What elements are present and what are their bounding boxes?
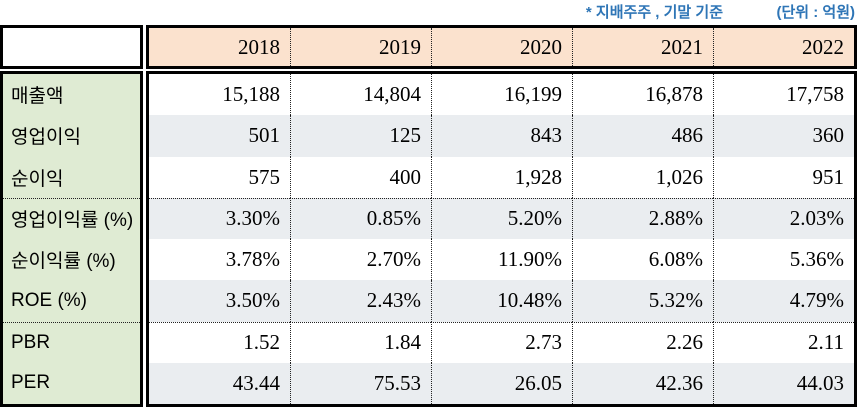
data-cell: 5.20% xyxy=(431,197,572,239)
data-cell: 486 xyxy=(572,115,713,157)
year-header-cell: 2020 xyxy=(431,28,572,66)
row-label: PBR xyxy=(3,321,140,363)
row-label: 매출액 xyxy=(11,86,64,108)
data-cell: 2.73 xyxy=(431,321,572,363)
data-cell: 10.48% xyxy=(431,280,572,322)
data-grid: 15,188 14,804 16,199 16,878 17,758 501 125 843 4… xyxy=(146,71,857,407)
data-cell: 575 xyxy=(248,164,281,189)
data-cell: 16,878 xyxy=(572,74,713,116)
data-cell: 360 xyxy=(713,115,854,157)
data-cell: 2.03% xyxy=(713,197,854,239)
data-cell: 15,188 xyxy=(222,82,280,107)
data-cell: 44.03 xyxy=(713,362,854,404)
data-cell: 4.79% xyxy=(713,280,854,322)
data-cell: 43.44 xyxy=(149,362,290,404)
data-cell: 1.84 xyxy=(290,321,431,363)
data-cell: 2.11 xyxy=(713,321,854,363)
data-cell: 75.53 xyxy=(290,362,431,404)
row-label: 순이익 xyxy=(11,168,64,190)
year-header-row: 2018 2019 2020 2021 2022 xyxy=(146,25,857,69)
data-cell: 11.90% xyxy=(431,239,572,281)
data-cell: 3.50% xyxy=(149,280,290,322)
unit-note: (단위 : 억원) xyxy=(776,4,855,21)
data-cell: 125 xyxy=(290,115,431,157)
row-label: 영업이익 xyxy=(11,127,81,149)
data-cell: 5.36% xyxy=(713,239,854,281)
data-cell: 5.32% xyxy=(572,280,713,322)
row-label: 순이익률 (%) xyxy=(11,251,116,273)
row-label: PER xyxy=(11,372,51,394)
row-label: ROE (%) xyxy=(11,289,87,311)
data-cell: 3.30% xyxy=(149,197,290,239)
data-cell: 2.26 xyxy=(572,321,713,363)
data-cell: 3.78% xyxy=(225,247,280,272)
data-cell: 1.52 xyxy=(149,321,290,363)
year-header-cell: 2018 xyxy=(238,34,280,59)
corner-cell xyxy=(0,25,143,69)
data-cell: 1,928 xyxy=(431,156,572,198)
year-header-cell: 2022 xyxy=(713,28,854,66)
data-cell: 6.08% xyxy=(572,239,713,281)
data-cell: 400 xyxy=(290,156,431,198)
year-header-cell: 2021 xyxy=(572,28,713,66)
data-cell: 42.36 xyxy=(572,362,713,404)
data-cell: 951 xyxy=(713,156,854,198)
data-cell: 26.05 xyxy=(431,362,572,404)
data-cell: 14,804 xyxy=(290,74,431,116)
data-cell: 2.88% xyxy=(572,197,713,239)
data-cell: 843 xyxy=(431,115,572,157)
row-label: 영업이익률 (%) xyxy=(3,197,140,239)
basis-note: * 지배주주 , 기말 기준 xyxy=(585,4,723,21)
data-cell: 501 xyxy=(149,115,290,157)
data-cell: 2.70% xyxy=(290,239,431,281)
data-cell: 0.85% xyxy=(290,197,431,239)
year-header-cell: 2019 xyxy=(290,28,431,66)
data-cell: 2.43% xyxy=(290,280,431,322)
data-cell: 17,758 xyxy=(713,74,854,116)
data-cell: 1,026 xyxy=(572,156,713,198)
data-cell: 16,199 xyxy=(431,74,572,116)
